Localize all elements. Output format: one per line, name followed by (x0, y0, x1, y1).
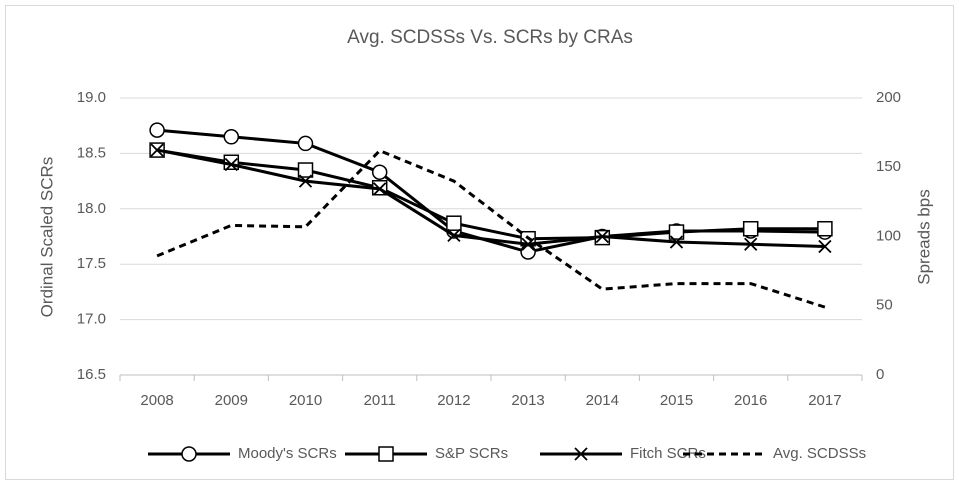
y-tick-label: 18.0 (77, 200, 106, 217)
marker (668, 224, 685, 240)
legend-label: S&P SCRs (435, 445, 508, 462)
marker (520, 244, 536, 260)
y-tick-label: 19.0 (77, 89, 106, 106)
x-tick-label: 2016 (734, 392, 767, 409)
marker (574, 447, 588, 461)
marker (373, 182, 387, 196)
marker (378, 446, 394, 462)
marker (447, 228, 461, 243)
y2-tick-label: 200 (876, 89, 901, 106)
y-tick-label: 16.5 (77, 366, 106, 383)
marker (595, 229, 609, 244)
y2-tick-label: 150 (876, 158, 901, 175)
chart-title: Avg. SCDSSs Vs. SCRs by CRAs (347, 27, 633, 48)
marker (669, 235, 684, 249)
y2-tick-label: 100 (876, 227, 901, 244)
series-line (156, 148, 825, 248)
y-tick-label: 18.5 (77, 144, 106, 161)
marker (223, 129, 240, 145)
x-tick-label: 2012 (437, 392, 470, 409)
marker (181, 446, 197, 462)
marker (817, 220, 833, 237)
marker (150, 143, 164, 157)
x-tick-label: 2009 (215, 392, 248, 409)
marker (521, 237, 535, 251)
x-tick-label: 2011 (364, 392, 396, 409)
x-tick-label: 2017 (808, 392, 841, 409)
y-tick-label: 17.0 (77, 311, 106, 328)
marker (298, 174, 313, 188)
series-line (156, 148, 826, 309)
legend-label: Avg. SCDSSs (773, 445, 866, 462)
chart-frame (5, 5, 954, 480)
series-line (156, 148, 825, 241)
y2-tick-label: 0 (876, 366, 884, 383)
marker (744, 237, 758, 251)
y2-axis-title: Spreads bps (914, 189, 933, 284)
legend-label: Moody's SCRs (238, 445, 337, 462)
marker (742, 220, 759, 237)
marker (297, 162, 314, 178)
marker (818, 239, 832, 254)
legend-label: Fitch SCRs (630, 445, 706, 462)
y-tick-label: 17.5 (77, 255, 106, 272)
x-tick-label: 2010 (289, 392, 322, 409)
x-tick-label: 2014 (586, 392, 619, 409)
x-tick-label: 2013 (511, 392, 544, 409)
x-tick-label: 2008 (140, 392, 173, 409)
x-tick-label: 2015 (660, 392, 693, 409)
marker (149, 122, 165, 138)
y-axis-title: Ordinal Scaled SCRs (37, 157, 56, 318)
y2-tick-label: 50 (876, 297, 893, 314)
marker (446, 215, 462, 231)
marker (297, 135, 314, 152)
marker (371, 164, 388, 180)
marker (224, 157, 238, 172)
